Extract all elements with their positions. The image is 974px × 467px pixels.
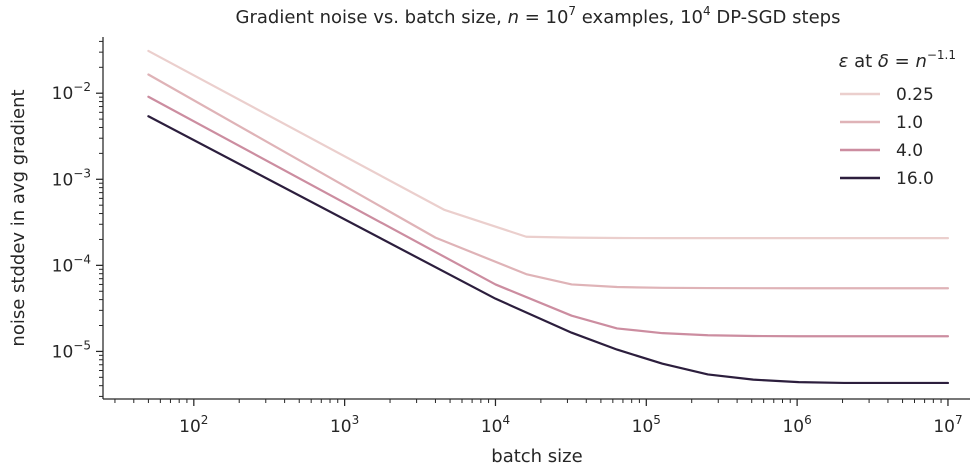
x-tick-label-2: 104 bbox=[481, 413, 510, 437]
title-steps-exponent: 4 bbox=[703, 4, 711, 18]
x-axis-label: batch size bbox=[491, 446, 582, 467]
title-n-symbol: n bbox=[508, 7, 519, 28]
legend-label-0: 0.25 bbox=[896, 85, 934, 105]
title-text-pre: Gradient noise vs. batch size, bbox=[236, 7, 508, 28]
plot-area: 102 103 104 105 106 107 10−2 10−3 10−4 10−5 bbox=[52, 37, 970, 437]
series-layer bbox=[147, 49, 950, 385]
y-axis-label: noise stddev in avg gradient bbox=[8, 89, 29, 346]
x-tick-label-4: 106 bbox=[782, 413, 811, 437]
series-line-0 bbox=[147, 49, 950, 240]
legend: ε at δ = n−1.1 0.25 1.0 4.0 16.0 bbox=[839, 48, 956, 189]
y-tick-label-0: 10−2 bbox=[52, 80, 91, 104]
legend-entries: 0.25 1.0 4.0 16.0 bbox=[840, 85, 934, 189]
x-tick-label-5: 107 bbox=[933, 413, 962, 437]
title-text-post: DP-SGD steps bbox=[711, 7, 841, 28]
series-line-1 bbox=[147, 73, 950, 290]
y-tick-label-3: 10−5 bbox=[52, 338, 91, 362]
legend-delta-symbol: δ bbox=[878, 51, 889, 72]
x-tick-label-0: 102 bbox=[179, 413, 208, 437]
legend-title-exponent: −1.1 bbox=[927, 48, 956, 62]
chart-title: Gradient noise vs. batch size, n = 107 e… bbox=[236, 4, 841, 28]
legend-n-symbol: n bbox=[915, 51, 926, 72]
legend-label-1: 1.0 bbox=[896, 113, 923, 133]
minor-ticks bbox=[99, 40, 942, 403]
legend-title: ε at δ = n−1.1 bbox=[839, 48, 956, 72]
title-text-eq: = 10 bbox=[519, 7, 568, 28]
legend-label-3: 16.0 bbox=[896, 169, 934, 189]
legend-label-2: 4.0 bbox=[896, 141, 923, 161]
y-axis-ticks: 10−2 10−3 10−4 10−5 bbox=[52, 80, 103, 362]
legend-title-eq: = bbox=[889, 51, 916, 72]
legend-title-at: at bbox=[848, 51, 878, 72]
legend-epsilon-symbol: ε bbox=[839, 51, 849, 72]
title-n-exponent: 7 bbox=[568, 4, 576, 18]
y-tick-label-2: 10−4 bbox=[52, 252, 91, 276]
x-tick-label-1: 103 bbox=[330, 413, 359, 437]
x-tick-label-3: 105 bbox=[632, 413, 661, 437]
title-text-mid: examples, 10 bbox=[576, 7, 703, 28]
series-line-2 bbox=[147, 95, 950, 338]
x-axis-ticks: 102 103 104 105 106 107 bbox=[179, 399, 963, 437]
y-tick-label-1: 10−3 bbox=[52, 166, 91, 190]
series-line-3 bbox=[147, 115, 950, 385]
